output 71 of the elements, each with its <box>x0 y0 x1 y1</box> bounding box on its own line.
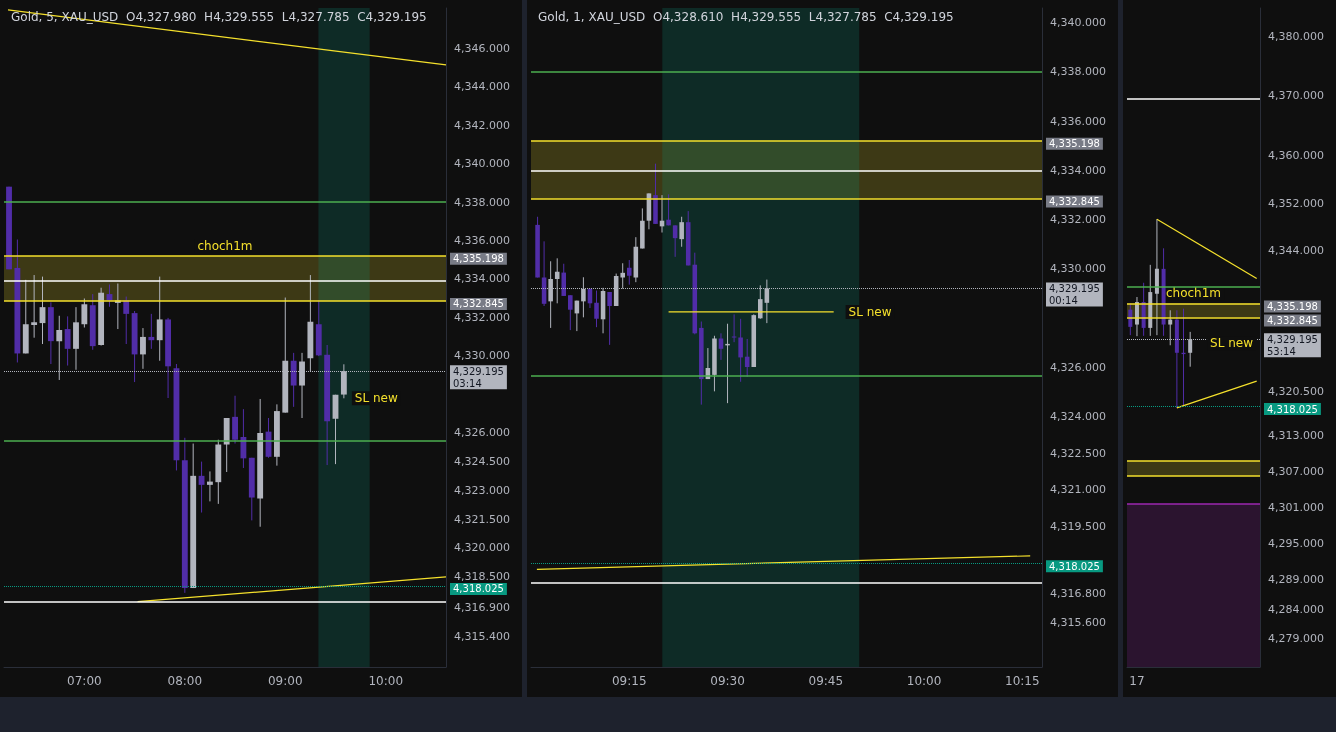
y-tick-label: 4,336.000 <box>1050 114 1106 128</box>
y-tick-label: 4,322.500 <box>1050 446 1106 460</box>
x-tick-label: 09:00 <box>267 674 303 688</box>
y-tick-label: 4,332.000 <box>1050 212 1106 226</box>
x-tick-label: 17 <box>1129 674 1145 688</box>
y-tick-label: 4,319.500 <box>1050 520 1106 534</box>
y-tick-label: 4,338.000 <box>454 195 510 209</box>
y-tick-label: 4,352.000 <box>1268 196 1324 210</box>
y-tick-label: 4,315.400 <box>454 629 510 643</box>
y-tick-label: 4,295.000 <box>1268 536 1324 550</box>
y-tick-label: 4,338.000 <box>1050 65 1106 79</box>
ref-line-label: 4,332.845 <box>1049 196 1100 208</box>
y-tick-label: 4,321.000 <box>1050 483 1106 497</box>
y-tick-label: 4,380.000 <box>1268 29 1324 43</box>
y-tick-label: 4,321.500 <box>454 512 510 526</box>
annotation: SL new <box>354 391 398 406</box>
ref-line-label: 4,329.195 00:14 <box>1049 283 1100 307</box>
ref-line-label: 4,332.845 <box>453 298 504 310</box>
y-tick-label: 4,289.000 <box>1268 572 1324 586</box>
ref-line-label: 4,329.195 53:14 <box>1267 333 1318 357</box>
ref-line-label: 4,329.195 03:14 <box>453 365 504 389</box>
y-tick-label: 4,324.500 <box>454 454 510 468</box>
x-tick-label: 10:00 <box>368 674 404 688</box>
ref-line-label: 4,335.198 <box>1267 300 1318 312</box>
y-tick-label: 4,279.000 <box>1268 632 1324 646</box>
ref-line-label: 4,332.845 <box>1267 315 1318 326</box>
x-tick-label: 10:00 <box>906 674 942 688</box>
y-tick-label: 4,318.500 <box>454 570 510 584</box>
x-tick-label: 07:00 <box>67 674 102 688</box>
y-tick-label: 4,326.000 <box>454 426 510 440</box>
y-tick-label: 4,284.000 <box>1268 602 1324 616</box>
y-tick-label: 4,307.000 <box>1268 465 1324 479</box>
y-tick-label: 4,316.900 <box>454 600 510 614</box>
y-tick-label: 4,324.000 <box>1050 409 1106 423</box>
band-label: choch1m <box>1165 286 1222 301</box>
chart-title: Gold, 1, XAU_USD O4,328.610 H4,329.555 L4,327.785 C4,329.195 <box>538 10 954 24</box>
y-tick-label: 4,315.600 <box>1050 616 1106 630</box>
ref-line-label: 4,318.025 <box>453 583 504 595</box>
y-tick-label: 4,344.000 <box>454 80 510 94</box>
ref-line-label: 4,318.025 <box>1049 560 1100 572</box>
y-tick-label: 4,346.000 <box>454 41 510 55</box>
annotation: SL new <box>1210 336 1254 351</box>
y-tick-label: 4,301.000 <box>1268 501 1324 515</box>
ref-line-label: 4,335.198 <box>1049 138 1100 150</box>
y-tick-label: 4,340.000 <box>454 157 510 171</box>
x-tick-label: 09:30 <box>710 674 745 688</box>
y-tick-label: 4,334.000 <box>454 272 510 286</box>
ref-line-label: 4,335.198 <box>453 253 504 265</box>
y-tick-label: 4,313.000 <box>1268 429 1324 443</box>
y-tick-label: 4,370.000 <box>1268 89 1324 103</box>
y-tick-label: 4,360.000 <box>1268 148 1324 162</box>
y-tick-label: 4,336.000 <box>454 233 510 247</box>
x-tick-label: 09:15 <box>611 674 647 688</box>
y-tick-label: 4,326.000 <box>1050 360 1106 374</box>
y-tick-label: 4,342.000 <box>454 118 510 132</box>
y-tick-label: 4,323.000 <box>454 483 510 497</box>
y-tick-label: 4,344.000 <box>1268 244 1324 258</box>
x-tick-label: 09:45 <box>808 674 844 688</box>
y-tick-label: 4,334.000 <box>1050 163 1106 177</box>
ref-line-label: 4,318.025 <box>1267 403 1318 415</box>
y-tick-label: 4,330.000 <box>454 349 510 363</box>
y-tick-label: 4,320.000 <box>454 541 510 555</box>
x-tick-label: 08:00 <box>167 674 203 688</box>
y-tick-label: 4,320.500 <box>1268 384 1324 398</box>
y-tick-label: 4,330.000 <box>1050 262 1106 276</box>
y-tick-label: 4,332.000 <box>454 310 510 324</box>
y-tick-label: 4,340.000 <box>1050 16 1106 30</box>
annotation: SL new <box>848 304 892 319</box>
band-label: choch1m <box>197 238 253 253</box>
x-tick-label: 10:15 <box>1005 674 1040 688</box>
y-tick-label: 4,316.800 <box>1050 586 1106 600</box>
